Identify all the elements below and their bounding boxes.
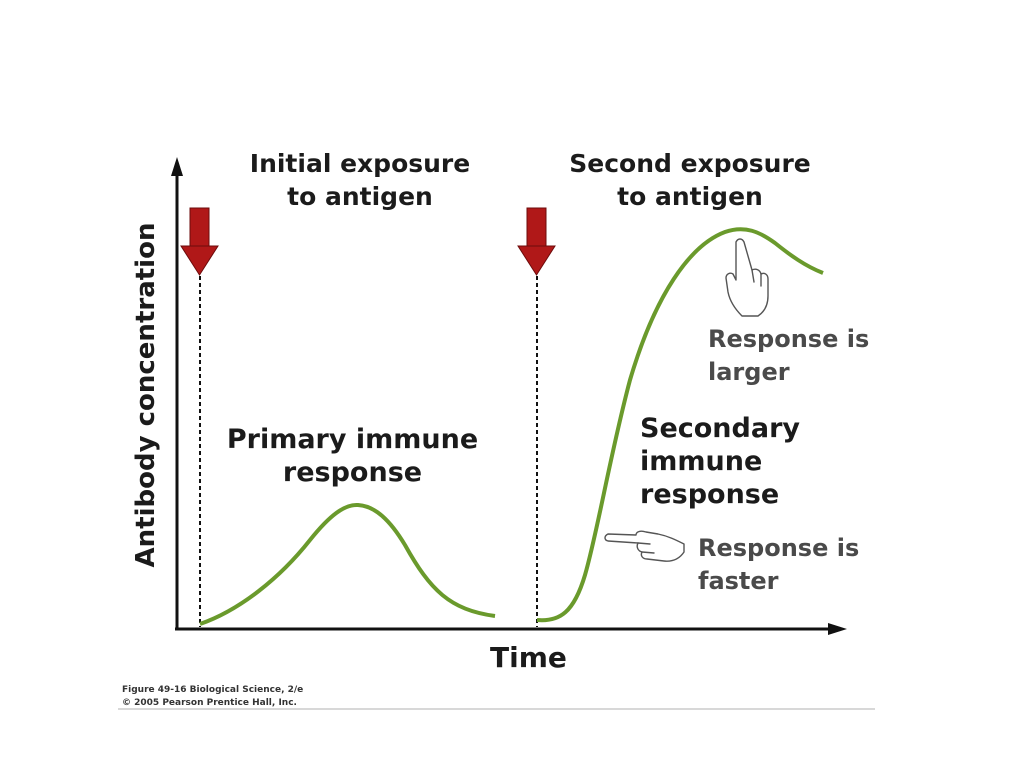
x-axis-label: Time	[490, 641, 567, 674]
initial-exposure-arrow	[180, 207, 219, 276]
second-exposure-label: Second exposure to antigen	[569, 149, 811, 211]
response-faster-label: Response is faster	[698, 534, 860, 595]
credit-line-1: Figure 49-16 Biological Science, 2/e	[122, 685, 304, 695]
x-axis-arrowhead	[828, 623, 847, 635]
credit-line-2: © 2005 Pearson Prentice Hall, Inc.	[122, 698, 297, 708]
second-exposure-arrow	[517, 207, 556, 276]
pointing-hand-left-icon	[604, 530, 685, 562]
primary-response-curve	[199, 502, 496, 626]
primary-response-label: Primary immune response	[226, 424, 479, 488]
pointing-hand-up-icon	[725, 238, 769, 317]
figure-credit: Figure 49-16 Biological Science, 2/e © 2…	[122, 684, 303, 710]
response-larger-label: Response is larger	[708, 325, 870, 386]
secondary-response-label: Secondary immune response	[640, 413, 800, 510]
y-axis-arrowhead	[171, 157, 183, 176]
y-axis-label: Antibody concentration	[131, 222, 161, 568]
initial-exposure-label: Initial exposure to antigen	[249, 149, 471, 211]
secondary-response-curve	[536, 227, 824, 623]
axes	[171, 157, 847, 635]
footer-divider	[118, 708, 875, 710]
